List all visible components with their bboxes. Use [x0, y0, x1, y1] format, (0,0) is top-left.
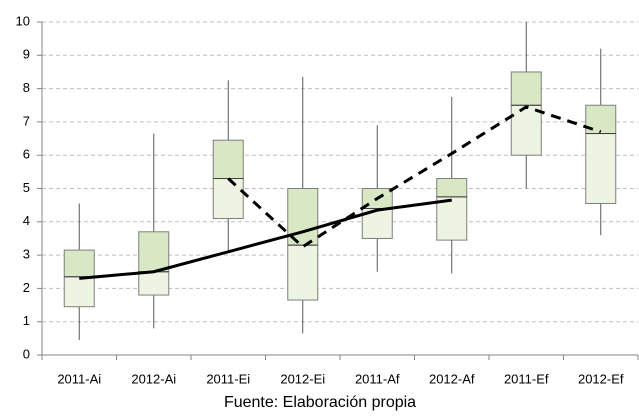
box-upper	[212, 139, 244, 180]
x-tick-label: 2012-Ef	[578, 371, 624, 386]
y-tick-label: 1	[23, 313, 30, 328]
box-lower	[585, 133, 617, 204]
x-tick-label: 2012-Ei	[280, 371, 325, 386]
box-upper	[436, 178, 468, 198]
x-tick-label: 2011-Ai	[57, 371, 101, 386]
y-tick-label: 5	[23, 180, 30, 195]
x-tick-label: 2011-Af	[355, 371, 400, 386]
y-tick-label: 7	[23, 113, 30, 128]
x-tick-label: 2011-Ef	[504, 371, 549, 386]
x-tick-label: 2012-Af	[429, 371, 475, 386]
y-tick-label: 4	[23, 213, 30, 228]
box-upper	[138, 231, 170, 273]
line	[227, 105, 602, 249]
x-tick-label: 2011-Ei	[206, 371, 250, 386]
y-tick-label: 2	[23, 280, 30, 295]
y-tick-label: 0	[23, 346, 30, 361]
box-lower	[138, 271, 170, 296]
line	[79, 198, 452, 280]
y-tick-label: 9	[23, 47, 30, 62]
y-tick-label: 6	[23, 147, 30, 162]
x-tick-label: 2012-Ai	[131, 371, 176, 386]
box-lower	[510, 104, 542, 156]
box-lower	[212, 178, 244, 219]
y-tick-label: 8	[23, 80, 30, 95]
box-upper	[63, 249, 95, 278]
caption: Fuente: Elaboración propia	[224, 394, 416, 411]
y-tick-label: 10	[16, 13, 30, 28]
box-lower	[436, 196, 468, 241]
y-tick-label: 3	[23, 247, 30, 262]
box-lower	[63, 276, 95, 308]
box-upper	[510, 71, 542, 106]
box-lower	[287, 244, 319, 301]
